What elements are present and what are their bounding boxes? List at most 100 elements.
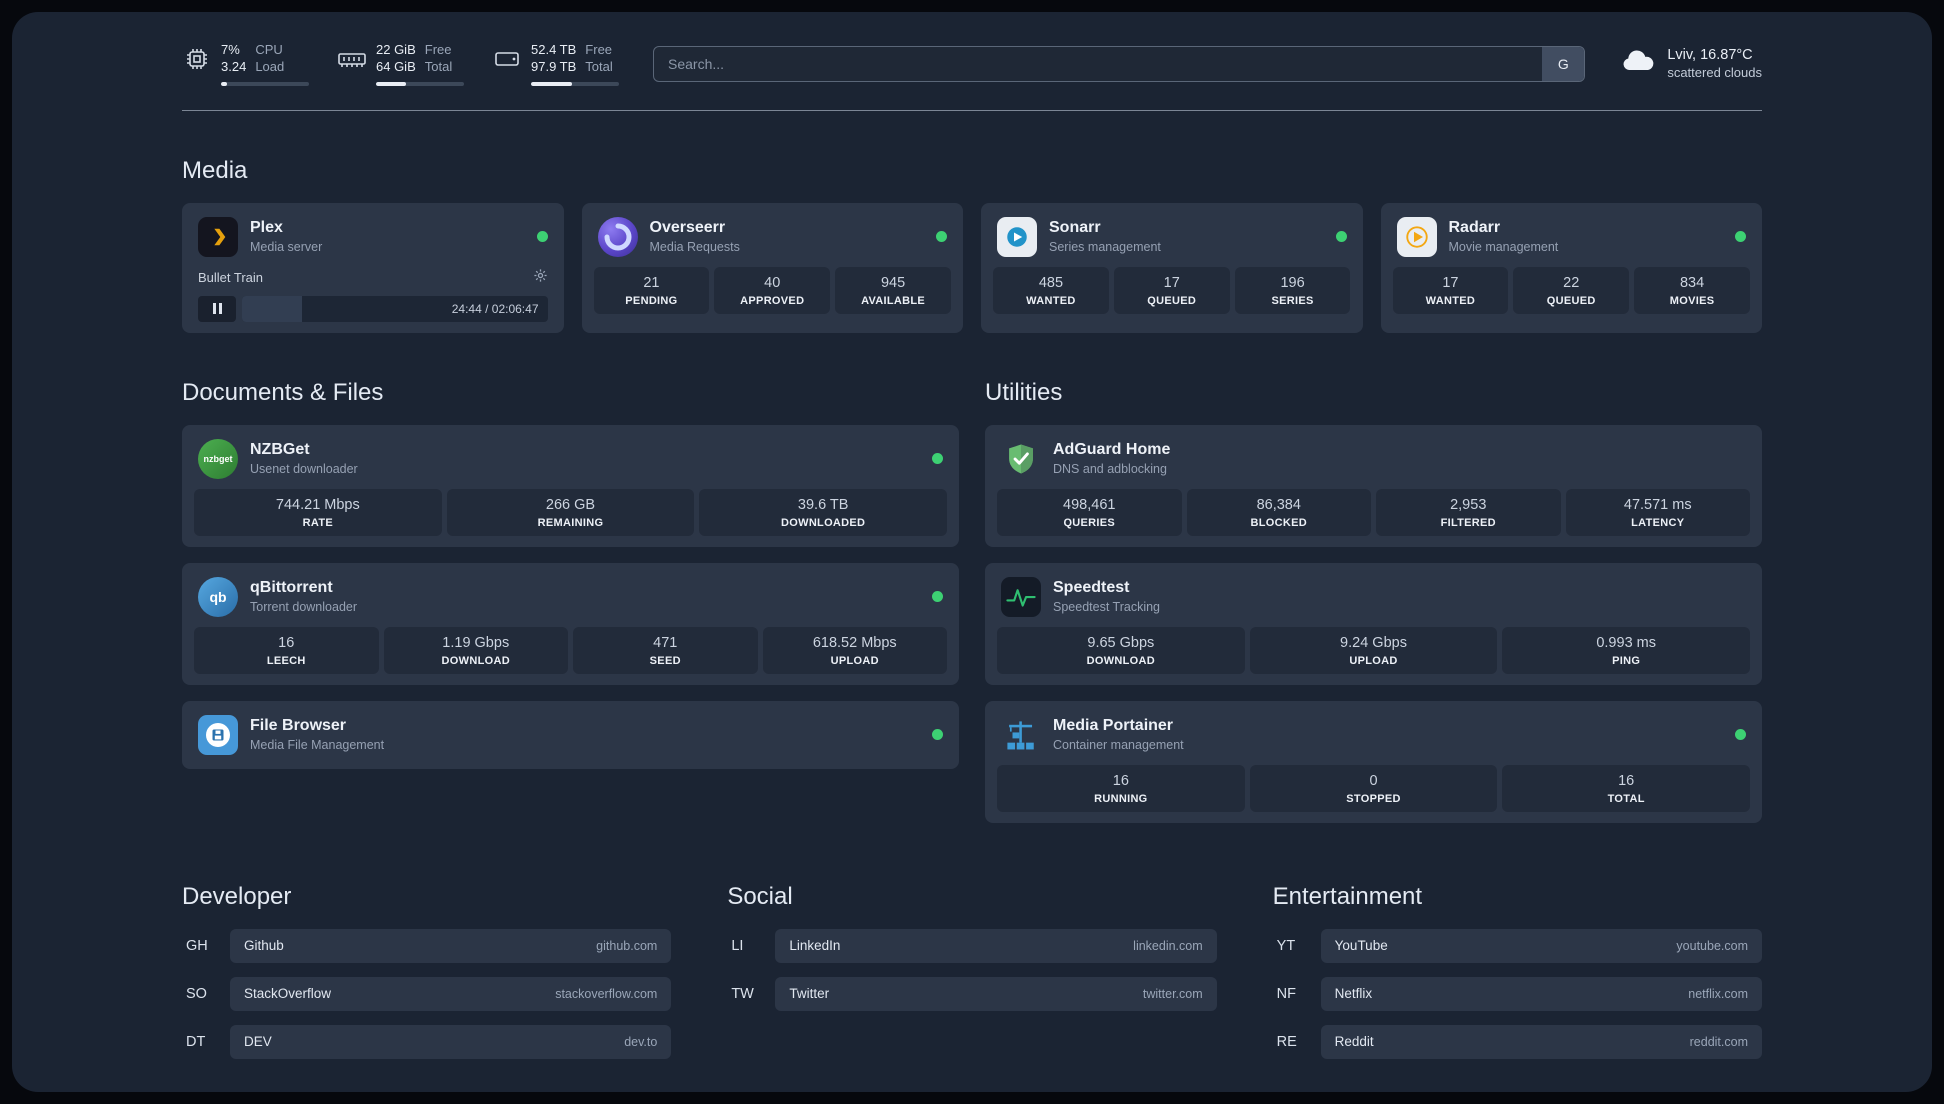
stat-download: 1.19 Gbps DOWNLOAD: [383, 626, 568, 674]
app-card-overseerr[interactable]: Overseerr Media Requests 21 PENDING 40 A…: [581, 202, 963, 333]
qbittorrent-icon-text: qb: [209, 588, 227, 605]
bookmark-dev[interactable]: DT DEV dev.to: [182, 1024, 672, 1059]
stat-stopped: 0 STOPPED: [1249, 764, 1498, 812]
stat-blocked: 86,384 BLOCKED: [1186, 488, 1371, 536]
stat-value: 498,461: [1063, 496, 1116, 513]
app-desc: Movie management: [1448, 239, 1559, 254]
status-dot: [932, 453, 943, 465]
app-desc: DNS and adblocking: [1053, 461, 1167, 476]
memory-total-label: Total: [424, 58, 453, 74]
stat-label: MOVIES: [1669, 294, 1715, 307]
memory-progress-track: [376, 81, 464, 86]
bookmark-reddit[interactable]: RE Reddit reddit.com: [1273, 1024, 1762, 1059]
disk-total-label: Total: [585, 58, 613, 74]
app-card-portainer[interactable]: Media Portainer Container management 16 …: [985, 700, 1762, 823]
bookmark-group-social: Social LI LinkedIn linkedin.com TW Twitt…: [727, 882, 1217, 1073]
bookmark-twitter[interactable]: TW Twitter twitter.com: [727, 976, 1217, 1011]
status-dot: [936, 231, 947, 243]
bookmark-github[interactable]: GH Github github.com: [182, 928, 672, 963]
disk-icon: [492, 46, 522, 72]
bookmarks-area: Developer GH Github github.com SO StackO…: [182, 883, 1762, 1073]
bookmark-abbr: RE: [1276, 1033, 1297, 1050]
app-name: AdGuard Home: [1053, 440, 1171, 458]
app-card-qbittorrent[interactable]: qb qBittorrent Torrent downloader 16 LEE…: [182, 562, 959, 685]
stat-label: UPLOAD: [1349, 654, 1398, 667]
section-title-utilities: Utilities: [985, 378, 1063, 406]
status-dot: [1735, 729, 1746, 741]
app-card-speedtest[interactable]: Speedtest Speedtest Tracking 9.65 Gbps D…: [985, 562, 1762, 685]
memory-monitor: 22 GiB 64 GiB Free Total: [337, 42, 464, 86]
bookmark-name: YouTube: [1334, 938, 1388, 954]
bookmark-stackoverflow[interactable]: SO StackOverflow stackoverflow.com: [182, 976, 672, 1011]
section-title-media: Media: [182, 156, 248, 184]
bookmark-group-title: Developer: [182, 882, 292, 910]
bookmark-abbr: DT: [186, 1033, 206, 1050]
pause-button[interactable]: [198, 295, 236, 322]
stat-label: APPROVED: [740, 294, 805, 307]
search-provider-button[interactable]: G: [1542, 46, 1585, 81]
stat-label: AVAILABLE: [861, 294, 926, 307]
bookmark-abbr: TW: [731, 985, 754, 1002]
stat-rate: 744.21 Mbps RATE: [194, 488, 442, 536]
stat-label: REMAINING: [537, 516, 604, 529]
portainer-icon: [1001, 715, 1041, 755]
stat-movies: 834 MOVIES: [1634, 266, 1750, 314]
stat-queries: 498,461 QUERIES: [997, 488, 1182, 536]
bookmark-netflix[interactable]: NF Netflix netflix.com: [1273, 976, 1762, 1011]
stat-value: 9.24 Gbps: [1340, 634, 1407, 651]
app-name: Plex: [250, 218, 283, 236]
stat-value: 17: [1442, 274, 1459, 291]
stat-label: DOWNLOADED: [781, 516, 866, 529]
app-desc: Media File Management: [250, 737, 385, 752]
playback-progress-bar[interactable]: 24:44 / 02:06:47: [242, 295, 548, 322]
bookmark-abbr: YT: [1276, 937, 1296, 954]
app-name: Overseerr: [649, 218, 726, 236]
stat-series: 196 SERIES: [1234, 266, 1351, 314]
bookmark-youtube[interactable]: YT YouTube youtube.com: [1273, 928, 1762, 963]
cpu-load-value: 3.24: [221, 58, 247, 74]
disk-total-value: 97.9 TB: [531, 58, 577, 74]
stat-label: QUEUED: [1147, 294, 1197, 307]
stats-row: 9.65 Gbps DOWNLOAD 9.24 Gbps UPLOAD 0.99…: [997, 626, 1751, 674]
stat-filtered: 2,953 FILTERED: [1376, 488, 1561, 536]
stat-downloaded: 39.6 TB DOWNLOADED: [699, 488, 948, 536]
stat-value: 21: [643, 274, 660, 291]
bookmark-group-developer: Developer GH Github github.com SO StackO…: [182, 882, 672, 1073]
app-name: Media Portainer: [1053, 716, 1174, 734]
app-name: File Browser: [250, 716, 347, 734]
now-playing-title: Bullet Train: [198, 270, 264, 286]
stat-value: 485: [1038, 274, 1064, 291]
stat-label: WANTED: [1425, 294, 1476, 307]
utilities-column: Utilities AdGuard Home D: [985, 379, 1762, 823]
app-card-filebrowser[interactable]: File Browser Media File Management: [182, 700, 959, 769]
bookmark-linkedin[interactable]: LI LinkedIn linkedin.com: [727, 928, 1217, 963]
bookmark-group-entertainment: Entertainment YT YouTube youtube.com NF …: [1273, 883, 1762, 1073]
bookmark-group-title: Social: [727, 882, 793, 910]
app-card-plex[interactable]: Plex Media server Bullet Train: [182, 202, 564, 333]
disk-progress-fill: [531, 81, 573, 86]
stat-value: 16: [1618, 772, 1635, 789]
stat-latency: 47.571 ms LATENCY: [1565, 488, 1750, 536]
bookmark-url: youtube.com: [1676, 938, 1748, 953]
status-dot: [1335, 231, 1347, 243]
status-dot: [1735, 231, 1746, 243]
app-card-nzbget[interactable]: nzbget NZBGet Usenet downloader 744.21 M…: [182, 424, 959, 547]
app-desc: Speedtest Tracking: [1053, 599, 1161, 614]
app-card-radarr[interactable]: Radarr Movie management 17 WANTED 22 QUE…: [1380, 202, 1762, 333]
stat-label: TOTAL: [1607, 792, 1645, 805]
weather-location: Lviv, 16.87°C: [1667, 47, 1753, 64]
stat-value: 22: [1563, 274, 1580, 291]
gear-icon[interactable]: [533, 268, 548, 288]
stat-value: 17: [1163, 274, 1180, 291]
weather-widget[interactable]: Lviv, 16.87°C scattered clouds: [1619, 46, 1762, 82]
media-grid: Plex Media server Bullet Train: [182, 202, 1762, 333]
stat-leech: 16 LEECH: [194, 626, 379, 674]
search-input[interactable]: [653, 45, 1586, 82]
app-card-adguard[interactable]: AdGuard Home DNS and adblocking 498,461 …: [985, 424, 1762, 547]
bookmark-abbr: LI: [731, 937, 744, 954]
app-name: Speedtest: [1053, 578, 1130, 596]
bookmark-name: Netflix: [1334, 986, 1373, 1002]
stat-value: 16: [1112, 772, 1129, 789]
app-name: qBittorrent: [250, 578, 333, 596]
app-card-sonarr[interactable]: Sonarr Series management 485 WANTED 17 Q…: [981, 202, 1363, 333]
